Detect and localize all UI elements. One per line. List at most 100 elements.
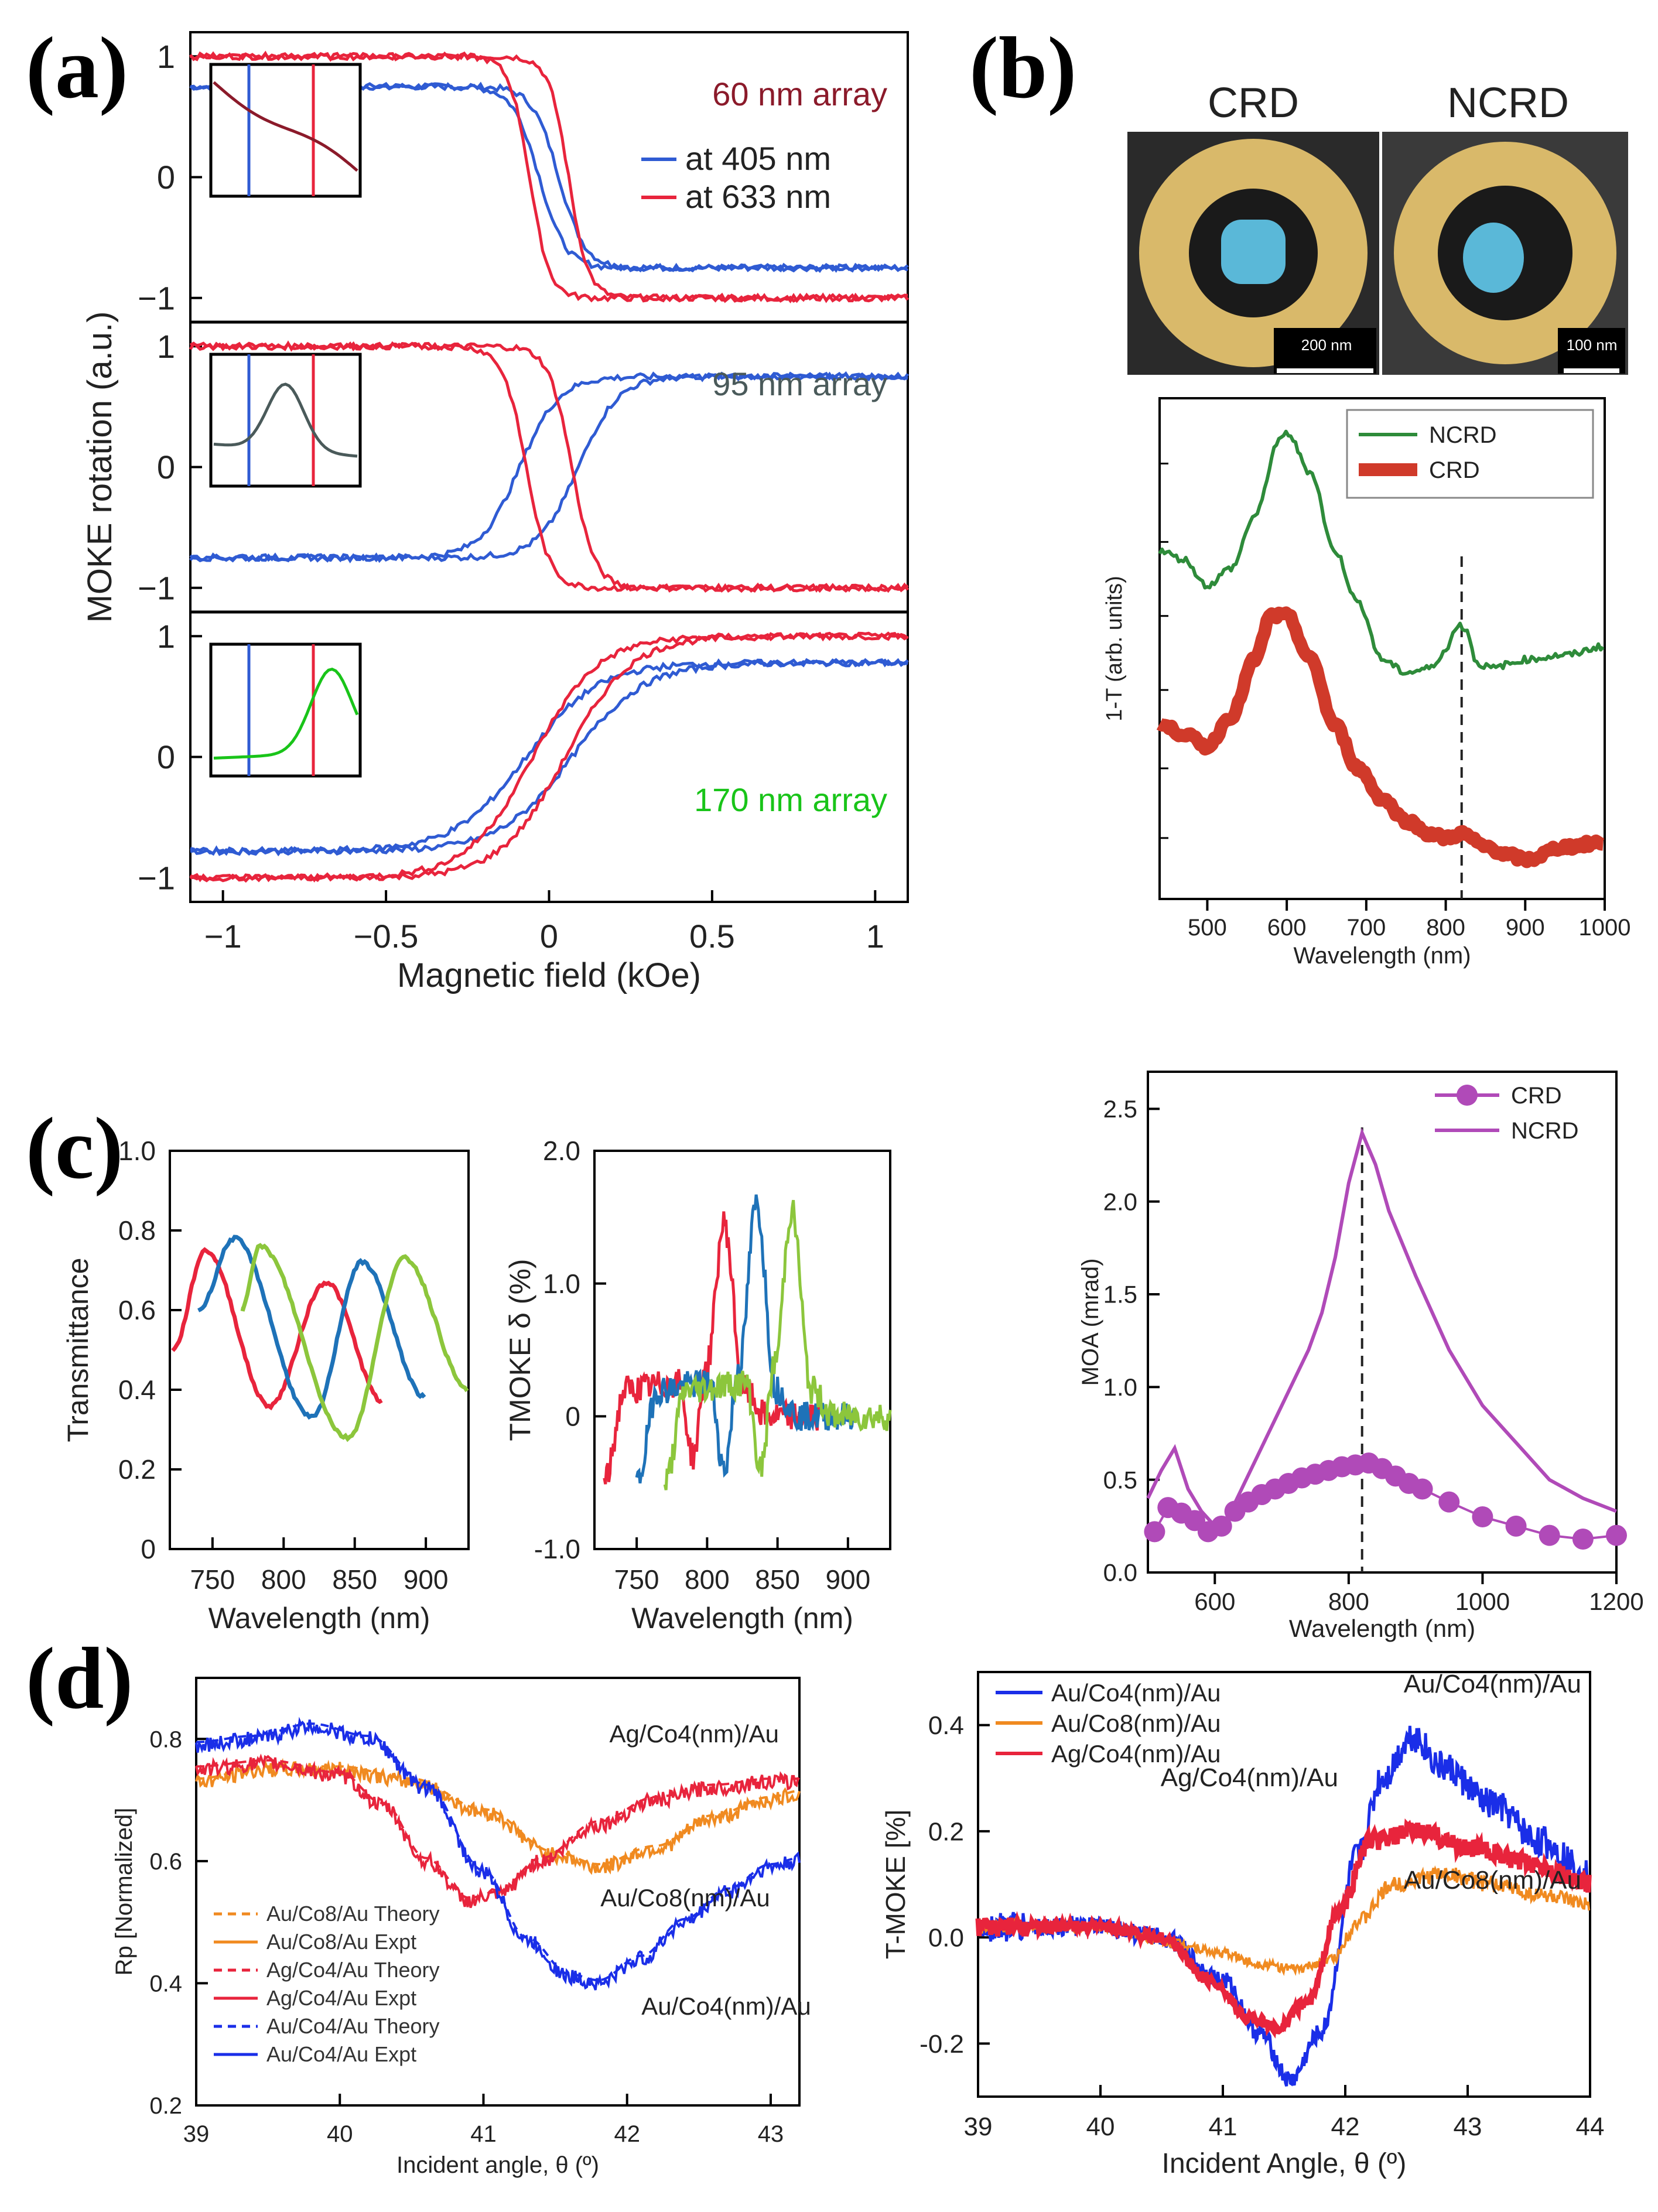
b2-xtick-label: 800 (1328, 1588, 1369, 1615)
c2-xtick-label: 750 (614, 1564, 659, 1595)
a-2-ytick-label: 1 (157, 618, 175, 655)
c2-ytick-label: 0 (565, 1401, 580, 1431)
a-2-ytick-label: −1 (138, 859, 175, 896)
b2-ytick-label: 1.5 (1103, 1281, 1137, 1308)
a-loop-at-633-nm (189, 341, 910, 593)
b2-crd-point (1411, 1478, 1433, 1500)
c1-series-red (171, 1247, 383, 1411)
d1-ytick-label: 0.8 (149, 1726, 182, 1752)
a-0-ytick-label: 1 (157, 38, 175, 75)
panel-label-d: (d) (26, 1630, 134, 1727)
d1-theory-Ag/Co4/Au (196, 1759, 799, 1899)
a-0-ytick-label: 0 (157, 159, 175, 196)
d1-ylabel: Rp [Normalized] (111, 1808, 137, 1976)
d2-xtick-label: 42 (1331, 2112, 1360, 2141)
b1-series-CRD (1156, 606, 1608, 869)
c1-ytick-label: 0.4 (118, 1375, 156, 1405)
d1-legend-label: Au/Co4/Au Expt (266, 2042, 416, 2066)
d1-theory-Au/Co4/Au (196, 1722, 800, 1982)
a-loop-at-405-nm (189, 371, 910, 563)
d1-legend-label: Au/Co8/Au Expt (266, 1930, 416, 1954)
c1-xtick-label: 850 (332, 1564, 377, 1595)
c2-ylabel: TMOKE δ (%) (504, 1259, 536, 1441)
b-crd-title: CRD (1208, 80, 1299, 127)
b1-xtick-label: 800 (1426, 915, 1465, 941)
a-legend-label: at 405 nm (685, 140, 831, 177)
b-ncrd-scale-label: 100 nm (1567, 336, 1618, 354)
panel-label-b: (b) (969, 19, 1077, 117)
c1-ytick-label: 0.2 (118, 1454, 156, 1485)
d1-expt-Au/Co8/Au (195, 1758, 801, 1875)
b1-xtick-label: 1000 (1579, 915, 1631, 941)
b1-legend-label: NCRD (1429, 422, 1497, 448)
d1-legend-label: Au/Co8/Au Theory (266, 1902, 440, 1926)
panel-label-a: (a) (26, 19, 128, 117)
a-array-label: 170 nm array (694, 781, 887, 818)
a-legend-label: at 633 nm (685, 178, 831, 215)
a-inset-curve (213, 382, 358, 458)
d2-annotation: Ag/Co4(nm)/Au (1161, 1763, 1338, 1792)
a-array-label: 60 nm array (712, 76, 887, 112)
b1-legend-label: CRD (1429, 457, 1480, 483)
b2-axes (1147, 1071, 1618, 1574)
b2-ytick-label: 0.5 (1103, 1466, 1137, 1493)
a-xtick-label: 0 (540, 918, 558, 955)
b1-xtick-label: 500 (1188, 915, 1227, 941)
d2-ytick-label: 0.4 (928, 1711, 964, 1740)
c1-axes (169, 1150, 470, 1550)
d1-xtick-label: 43 (758, 2121, 784, 2147)
d1-annotation: Au/Co8(nm)/Au (600, 1884, 770, 1912)
panel-d: 39 40 41 42 43 0.2 0.4 0.6 0.8 Au/Co8/Au Theory Au… (111, 1670, 1604, 2179)
c1-ytick-label: 0.6 (118, 1295, 156, 1325)
a-inset-box (209, 63, 362, 198)
c1-series-green (240, 1243, 469, 1442)
d2-legend-label: Au/Co8(nm)/Au (1051, 1710, 1221, 1737)
c1-xtick-label: 900 (404, 1564, 449, 1595)
a-loop-at-633-nm (189, 631, 909, 883)
b2-ylabel: MOA (mrad) (1078, 1259, 1103, 1386)
c2-ytick-label: 2.0 (543, 1136, 580, 1166)
a-xtick-label: 1 (866, 918, 884, 955)
panel-label-c: (c) (26, 1100, 124, 1197)
d2-ytick-label: -0.2 (919, 2030, 964, 2059)
c2-xtick-label: 900 (825, 1564, 870, 1595)
d2-annotation: Au/Co8(nm)/Au (1404, 1866, 1581, 1895)
d1-xtick-label: 42 (614, 2121, 640, 2147)
a-ylabel: MOKE rotation (a.u.) (81, 312, 119, 623)
a-inset-curve (213, 81, 358, 172)
c2-axes (593, 1150, 891, 1550)
b1-xtick-label: 700 (1346, 915, 1386, 941)
d2-legend-label: Ag/Co4(nm)/Au (1051, 1740, 1221, 1767)
a-xtick-label: −0.5 (354, 918, 419, 955)
a-loop-at-633-nm (189, 51, 908, 304)
d2-annotation: Au/Co4(nm)/Au (1404, 1670, 1581, 1698)
d1-annotation: Ag/Co4(nm)/Au (610, 1720, 779, 1748)
c1-xtick-label: 800 (261, 1564, 306, 1595)
d1-legend-label: Au/Co4/Au Theory (266, 2014, 440, 2038)
d1-xlabel: Incident angle, θ (º) (396, 2152, 599, 2178)
d1-xtick-label: 39 (183, 2121, 210, 2147)
b2-crd-point (1472, 1506, 1493, 1527)
b2-crd-point (1572, 1529, 1594, 1550)
panel-b: 200 nm 100 nm CRD NCRD 500 600 700 800 900 1000 NC… (1078, 80, 1644, 1642)
d2-series-2 (975, 1818, 1592, 2039)
b2-crd-point (1211, 1515, 1232, 1537)
c2-xtick-label: 850 (755, 1564, 800, 1595)
c1-ytick-label: 0.8 (118, 1215, 156, 1246)
b-ncrd-scale-bg (1558, 328, 1625, 374)
c1-ylabel: Transmittance (61, 1258, 94, 1442)
b2-xtick-label: 1200 (1589, 1588, 1643, 1615)
b1-axes (1158, 397, 1606, 900)
a-xtick-label: −1 (204, 918, 242, 955)
a-1-ytick-label: −1 (138, 569, 175, 606)
d1-ytick-label: 0.2 (149, 2093, 182, 2119)
b1-ylabel: 1-T (arb. units) (1102, 576, 1127, 721)
c2-series-blue (635, 1194, 856, 1484)
a-xtick-label: 0.5 (689, 918, 735, 955)
c1-ytick-label: 1.0 (118, 1136, 156, 1166)
c2-xlabel: Wavelength (nm) (631, 1602, 853, 1635)
d1-xtick-label: 41 (470, 2121, 497, 2147)
b1-xtick-label: 600 (1267, 915, 1307, 941)
